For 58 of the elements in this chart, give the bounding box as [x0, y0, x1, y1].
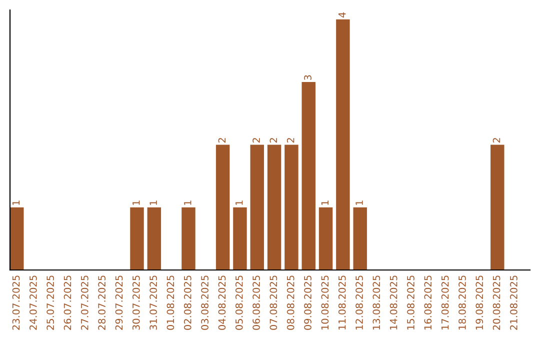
x-tick-label: 08.08.2025 — [286, 276, 294, 330]
x-tick-label: 11.08.2025 — [338, 276, 346, 330]
data-label: 4 — [338, 12, 346, 18]
bar — [353, 207, 367, 270]
x-tick-label: 12.08.2025 — [356, 276, 363, 330]
data-label: 2 — [286, 138, 294, 143]
bar — [182, 207, 196, 270]
x-tick-label: 10.08.2025 — [321, 276, 329, 330]
bar — [216, 144, 230, 270]
data-label: 2 — [252, 138, 260, 143]
data-label: 2 — [218, 138, 226, 143]
x-tick-label: 24.07.2025 — [29, 276, 37, 330]
bar — [302, 82, 316, 270]
data-label: 3 — [304, 75, 312, 80]
x-tick-label: 19.08.2025 — [476, 276, 484, 330]
bar — [284, 144, 298, 270]
data-label: 2 — [492, 138, 500, 143]
x-tick-label: 15.08.2025 — [407, 276, 414, 330]
bar — [267, 144, 282, 270]
bar — [10, 207, 24, 270]
x-tick-label: 04.08.2025 — [218, 276, 226, 330]
data-label: 1 — [150, 200, 157, 205]
bar — [130, 207, 144, 270]
x-tick-label: 20.08.2025 — [492, 276, 500, 330]
x-tick-label: 21.08.2025 — [510, 276, 518, 330]
x-tick-label: 18.08.2025 — [458, 276, 466, 330]
x-tick-label: 07.08.2025 — [270, 276, 278, 330]
x-tick-label: 05.08.2025 — [235, 276, 243, 330]
data-label: 1 — [12, 200, 20, 205]
data-label: 1 — [132, 200, 140, 205]
data-label: 1 — [236, 200, 243, 205]
bar — [233, 207, 247, 270]
bar — [336, 19, 350, 270]
x-tick-label: 30.07.2025 — [132, 276, 140, 330]
x-tick-label: 03.08.2025 — [201, 276, 208, 330]
data-label: 1 — [321, 200, 328, 205]
x-tick-label: 25.07.2025 — [46, 276, 54, 330]
x-tick-label: 31.07.2025 — [150, 276, 157, 330]
x-tick-label: 17.08.2025 — [441, 276, 449, 330]
x-tick-label: 02.08.2025 — [184, 276, 192, 330]
x-tick-label: 01.08.2025 — [166, 276, 174, 330]
x-tick-label: 13.08.2025 — [372, 276, 380, 330]
x-tick-label: 27.07.2025 — [80, 276, 88, 330]
data-label: 2 — [270, 138, 277, 143]
x-tick-label: 26.07.2025 — [64, 276, 72, 330]
bar — [490, 144, 504, 270]
x-tick-label: 06.08.2025 — [252, 276, 260, 330]
x-tick-label: 29.07.2025 — [115, 276, 123, 330]
x-tick-label: 23.07.2025 — [12, 276, 20, 330]
x-tick-label: 28.07.2025 — [98, 276, 106, 330]
bar — [250, 144, 264, 270]
data-label: 1 — [356, 200, 363, 205]
bar — [318, 207, 333, 270]
bar — [147, 207, 162, 270]
data-label: 1 — [184, 200, 192, 205]
x-tick-label: 14.08.2025 — [390, 276, 398, 330]
x-tick-label: 09.08.2025 — [304, 276, 312, 330]
x-tick-label: 16.08.2025 — [424, 276, 432, 330]
